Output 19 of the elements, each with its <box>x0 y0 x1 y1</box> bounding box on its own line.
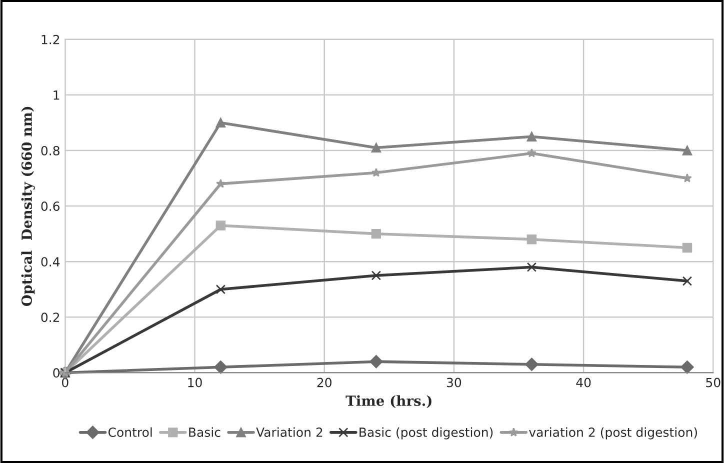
x-tick-label: 20 <box>317 378 332 388</box>
legend-label: Basic <box>189 427 220 437</box>
y-tick-label: 0 <box>53 368 60 378</box>
y-axis-title: Optical Density (660 nm) <box>21 106 35 306</box>
y-tick-label: 0.2 <box>41 312 60 322</box>
y-tick-label: 1.2 <box>42 34 60 44</box>
y-tick-label: 0.6 <box>41 202 60 211</box>
y-tick-label: 0.4 <box>41 257 60 267</box>
y-tick-label: 1 <box>54 90 60 100</box>
legend-label: Basic (post digestion) <box>360 427 493 440</box>
x-tick-label: 10 <box>188 378 202 388</box>
legend-label: Control <box>108 427 152 437</box>
legend-label: variation 2 (post digestion) <box>529 427 697 440</box>
x-tick-label: 40 <box>576 378 591 388</box>
x-tick-label: 50 <box>706 378 720 388</box>
y-tick-label: 0.8 <box>41 146 60 156</box>
x-axis-title: Time (hrs.) <box>346 395 432 408</box>
legend-label: Variation 2 <box>256 427 322 437</box>
x-tick-label: 30 <box>446 378 462 388</box>
